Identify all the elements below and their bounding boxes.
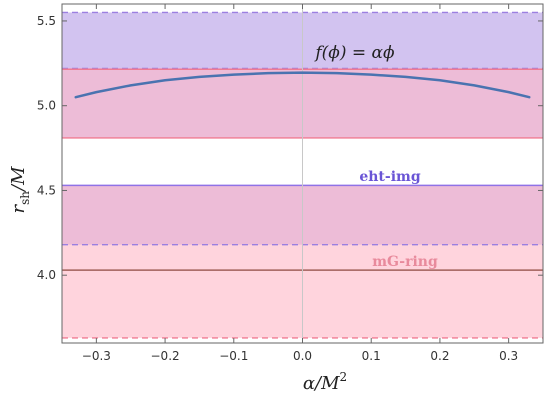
x-axis-title: α/M2 bbox=[303, 370, 347, 394]
y-tick-label: 5.5 bbox=[37, 14, 56, 28]
x-tick-label: 0.3 bbox=[499, 349, 518, 363]
x-tick-label: 0.1 bbox=[362, 349, 381, 363]
x-tick-label: −0.3 bbox=[82, 349, 111, 363]
x-tick-label: 0.0 bbox=[293, 349, 312, 363]
x-axis-title-main: α/M bbox=[303, 373, 340, 394]
x-axis-title-sup: 2 bbox=[340, 370, 348, 384]
eht-img-label: eht-img bbox=[359, 169, 420, 185]
y-tick-label: 5.0 bbox=[37, 99, 56, 113]
x-tick-label: −0.2 bbox=[151, 349, 180, 363]
y-axis-title: rsh/M bbox=[8, 166, 32, 214]
function-annotation: f(ϕ) = αϕ bbox=[313, 43, 395, 63]
x-tick-label: 0.2 bbox=[430, 349, 449, 363]
series-layer bbox=[74, 71, 531, 99]
y-tick-label: 4.5 bbox=[37, 183, 56, 197]
ticks-layer: −0.3 −0.2 −0.1 0.0 0.1 0.2 0.3 4.0 4.5 5.0 5.5 bbox=[37, 4, 543, 363]
series-line-0 bbox=[74, 71, 531, 99]
y-axis-title-tail: /M bbox=[8, 166, 29, 193]
x-tick-label: −0.1 bbox=[219, 349, 248, 363]
mg-ring-label: mG-ring bbox=[372, 254, 438, 270]
y-tick-label: 4.0 bbox=[37, 268, 56, 282]
y-axis-title-main: r bbox=[8, 204, 29, 214]
y-axis-title-sub: sh bbox=[18, 191, 32, 205]
